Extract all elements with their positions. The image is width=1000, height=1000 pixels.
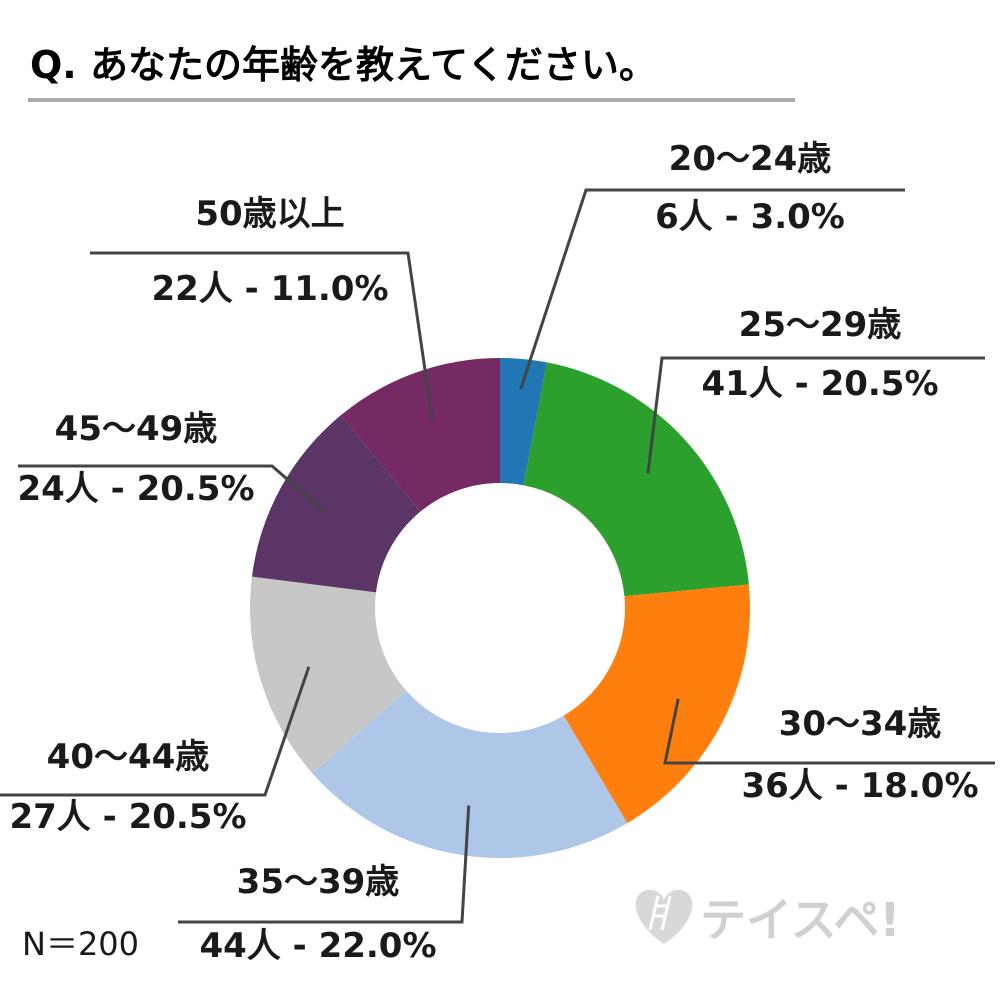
leader-line-2 [663, 698, 995, 765]
slice-1 [523, 362, 749, 597]
slice-value-label-4: 27人 - 20.5% [9, 797, 246, 837]
slice-category-label-3: 35～39歳 [237, 862, 400, 902]
leader-line-3 [178, 805, 471, 924]
leader-line-0 [519, 188, 905, 390]
heart-ladder-icon [635, 890, 693, 944]
leader-line-6 [90, 251, 434, 421]
slice-3 [312, 690, 628, 859]
slice-value-label-1: 41人 - 20.5% [701, 364, 938, 404]
watermark-logo: テイスペ! [635, 890, 900, 947]
sample-size: N＝200 [22, 925, 139, 963]
slice-0 [500, 358, 547, 486]
leader-line-5 [18, 464, 326, 513]
slice-value-label-3: 44人 - 22.0% [199, 926, 436, 966]
slice-category-label-2: 30～34歳 [779, 704, 942, 744]
slice-6 [340, 358, 500, 512]
leader-lines [0, 188, 995, 924]
watermark-text: テイスペ! [700, 893, 900, 947]
donut-slices [250, 358, 750, 859]
slice-value-label-0: 6人 - 3.0% [655, 197, 845, 237]
slice-category-label-1: 25～29歳 [739, 305, 902, 345]
slice-labels: 20～24歳 6人 - 3.0% 25～29歳 41人 - 20.5% 30～34歳 36… [9, 139, 978, 966]
slice-value-label-6: 22人 - 11.0% [151, 269, 388, 309]
slice-5 [251, 415, 421, 593]
slice-category-label-0: 20～24歳 [669, 139, 832, 179]
leader-line-4 [0, 666, 311, 797]
slice-category-label-5: 45～49歳 [55, 409, 218, 449]
slice-category-label-6: 50歳以上 [195, 194, 344, 234]
slice-category-label-4: 40～44歳 [47, 737, 210, 777]
slice-value-label-5: 24人 - 20.5% [17, 469, 254, 509]
leader-line-1 [646, 356, 985, 474]
slice-value-label-2: 36人 - 18.0% [741, 766, 978, 806]
slice-2 [563, 584, 750, 824]
chart-title: Q. あなたの年齢を教えてください。 [30, 43, 657, 87]
